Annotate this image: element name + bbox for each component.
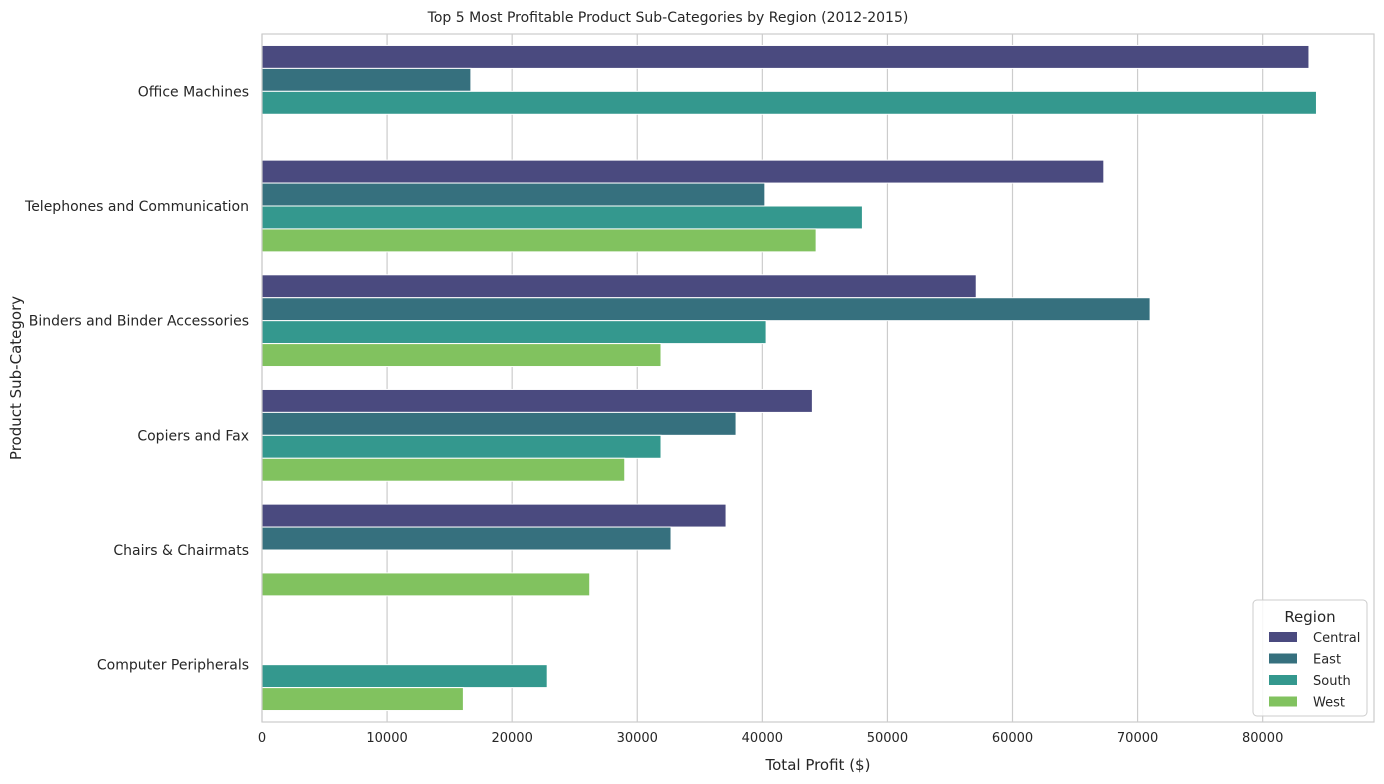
y-tick-label: Chairs & Chairmats — [113, 543, 249, 559]
x-tick-label: 60000 — [992, 731, 1033, 746]
bar-central — [261, 159, 1105, 184]
y-tick-label: Computer Peripherals — [97, 658, 249, 674]
y-tick-labels: Office Machines Telephones and Communicat… — [24, 84, 249, 673]
legend-swatch-east — [1269, 653, 1297, 664]
bar-east — [261, 182, 766, 207]
bar-central — [261, 503, 727, 528]
legend-label-central: Central — [1313, 631, 1360, 646]
chart-title: Top 5 Most Profitable Product Sub-Catego… — [427, 10, 909, 26]
x-tick-label: 10000 — [366, 731, 407, 746]
legend-swatch-central — [1269, 632, 1297, 642]
x-tick-label: 70000 — [1117, 731, 1158, 746]
bar-west — [261, 687, 464, 712]
bar-east — [261, 297, 1151, 322]
bar-west — [261, 343, 662, 368]
bar-central — [261, 44, 1310, 69]
bar-south — [261, 434, 662, 459]
bar-south — [261, 205, 863, 230]
bar-south — [261, 320, 767, 345]
x-tick-label: 20000 — [491, 731, 532, 746]
bar-south — [261, 664, 548, 689]
gridlines — [261, 34, 1264, 722]
bar-south — [261, 90, 1317, 115]
bar-central — [261, 388, 813, 413]
bars — [261, 44, 1317, 712]
legend: Region Central East South West — [1252, 599, 1368, 717]
x-tick-labels: 0 10000 20000 30000 40000 50000 60000 70000 8000… — [258, 731, 1283, 746]
legend-label-west: West — [1313, 696, 1345, 711]
x-tick-label: 80000 — [1242, 731, 1283, 746]
bar-east — [261, 411, 737, 436]
y-tick-label: Copiers and Fax — [137, 428, 249, 444]
plot-frame — [261, 33, 1375, 723]
x-tick-label: 30000 — [617, 731, 658, 746]
bar-west — [261, 457, 626, 482]
legend-swatch-west — [1269, 696, 1297, 707]
x-tick-label: 40000 — [742, 731, 783, 746]
bar-central — [261, 274, 977, 299]
bar-west — [261, 228, 817, 253]
bar-east — [261, 67, 472, 92]
bar-east — [261, 526, 672, 551]
legend-label-east: East — [1313, 653, 1341, 668]
y-tick-label: Office Machines — [138, 84, 249, 100]
x-tick-label: 0 — [258, 731, 266, 746]
legend-title: Region — [1284, 608, 1335, 626]
legend-swatch-south — [1269, 675, 1297, 685]
legend-frame — [1252, 599, 1368, 717]
y-tick-label: Telephones and Communication — [24, 199, 249, 215]
bar-west — [261, 572, 591, 597]
y-tick-label: Binders and Binder Accessories — [29, 314, 249, 330]
legend-label-south: South — [1313, 674, 1351, 689]
y-axis-label: Product Sub-Category — [7, 296, 25, 460]
x-axis-label: Total Profit ($) — [765, 756, 871, 774]
x-tick-label: 50000 — [867, 731, 908, 746]
